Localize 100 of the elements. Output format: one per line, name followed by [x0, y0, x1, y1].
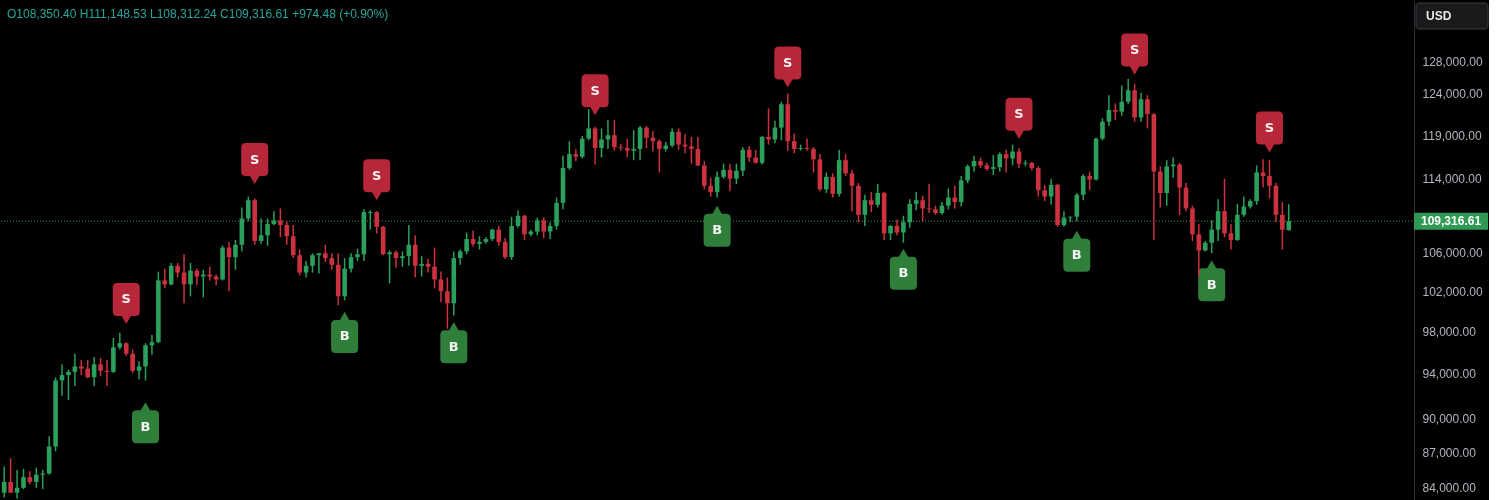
candlestick	[66, 368, 71, 401]
candlestick	[387, 249, 392, 285]
candlestick	[824, 171, 829, 194]
candlestick	[1145, 94, 1150, 130]
point	[371, 191, 382, 201]
candlestick	[470, 229, 476, 248]
text: B	[339, 328, 350, 344]
candlestick	[830, 172, 836, 199]
series-label: B	[140, 418, 151, 434]
candlestick	[1125, 78, 1131, 105]
candlestick	[676, 127, 681, 151]
candlestick	[657, 138, 662, 174]
candlestick	[913, 191, 919, 211]
candlestick	[201, 268, 206, 299]
text: USD	[1426, 9, 1452, 23]
text: B	[898, 265, 909, 281]
candlestick	[21, 468, 26, 490]
candlestick	[464, 231, 469, 255]
point	[589, 106, 601, 116]
text: S	[590, 82, 600, 98]
candlestick	[734, 162, 739, 185]
candlestick	[946, 187, 951, 211]
candlestick	[14, 469, 20, 500]
candlestick	[997, 151, 1003, 173]
candlestick	[34, 466, 39, 489]
text: S	[783, 54, 793, 70]
candlestick	[1119, 84, 1125, 117]
candlestick	[1158, 165, 1163, 209]
text: B	[712, 222, 723, 238]
y-tick-label: 124,000.00	[1422, 87, 1483, 102]
candlestick	[1228, 223, 1234, 251]
candlestick	[1, 465, 7, 499]
candlestick	[419, 255, 424, 278]
candlestick	[624, 137, 630, 159]
text: S	[1264, 120, 1275, 136]
point	[1129, 65, 1140, 75]
candlestick	[290, 224, 296, 259]
candlestick	[522, 214, 527, 241]
candlestick	[701, 160, 707, 191]
candlestick	[496, 225, 502, 247]
candlestick	[1035, 165, 1041, 198]
candlestick	[567, 140, 572, 171]
candlestick	[40, 469, 46, 490]
point	[1071, 230, 1083, 240]
candlestick	[393, 249, 399, 269]
candlestick	[612, 119, 617, 152]
point	[1206, 260, 1217, 270]
candlestick	[1080, 173, 1086, 201]
y-tick-label: 106,000.00	[1422, 245, 1483, 260]
series-label: S	[250, 151, 260, 167]
point	[1013, 129, 1025, 139]
y-tick-label: 98,000.00	[1422, 325, 1477, 340]
y-tick-label: 102,000.00	[1422, 284, 1483, 299]
candlestick	[926, 183, 932, 214]
point	[249, 175, 260, 185]
text: B	[448, 338, 459, 354]
point	[448, 322, 460, 332]
y-tick-label: 87,000.00	[1422, 445, 1477, 460]
point	[339, 311, 350, 321]
candlestick	[1222, 177, 1227, 238]
candlestick	[445, 276, 450, 330]
candlestick	[136, 360, 142, 381]
y-tick-label: 84,000.00	[1422, 481, 1477, 496]
candlestick	[875, 183, 880, 209]
candlestick	[143, 342, 148, 382]
y-tick-label: 114,000.00	[1422, 172, 1482, 187]
y-tick-label: 94,000.00	[1422, 367, 1477, 382]
point	[898, 248, 909, 258]
candlestick	[348, 252, 354, 274]
point	[140, 402, 151, 412]
candlestick	[541, 216, 547, 239]
candlestick	[952, 185, 958, 210]
candlestick	[72, 352, 78, 387]
candlestick	[579, 135, 585, 160]
ref-line-label: 109,316.61	[1421, 214, 1482, 229]
candlestick	[779, 100, 784, 142]
candlestick	[8, 457, 13, 494]
candlestick	[1010, 143, 1015, 167]
candlestick	[432, 246, 437, 290]
candlestick	[310, 252, 315, 274]
candlestick	[586, 108, 591, 142]
candlestick	[1267, 159, 1272, 200]
candlestick	[374, 210, 380, 235]
candlestick	[843, 153, 848, 177]
candlestick	[162, 267, 168, 290]
candlestick	[188, 262, 193, 298]
candlestick	[573, 148, 579, 162]
candlestick	[412, 234, 418, 279]
candlestick	[811, 146, 816, 174]
candlestick	[920, 194, 925, 223]
candlestick	[1280, 201, 1285, 251]
candlestick	[297, 248, 302, 277]
candlestick	[618, 143, 624, 152]
text: S	[1129, 42, 1140, 58]
text: S	[1014, 106, 1024, 122]
candlestick	[278, 207, 283, 238]
candlestick	[1260, 158, 1266, 189]
candlestick	[425, 258, 431, 274]
text: S	[372, 167, 382, 183]
candlestick	[631, 129, 636, 161]
